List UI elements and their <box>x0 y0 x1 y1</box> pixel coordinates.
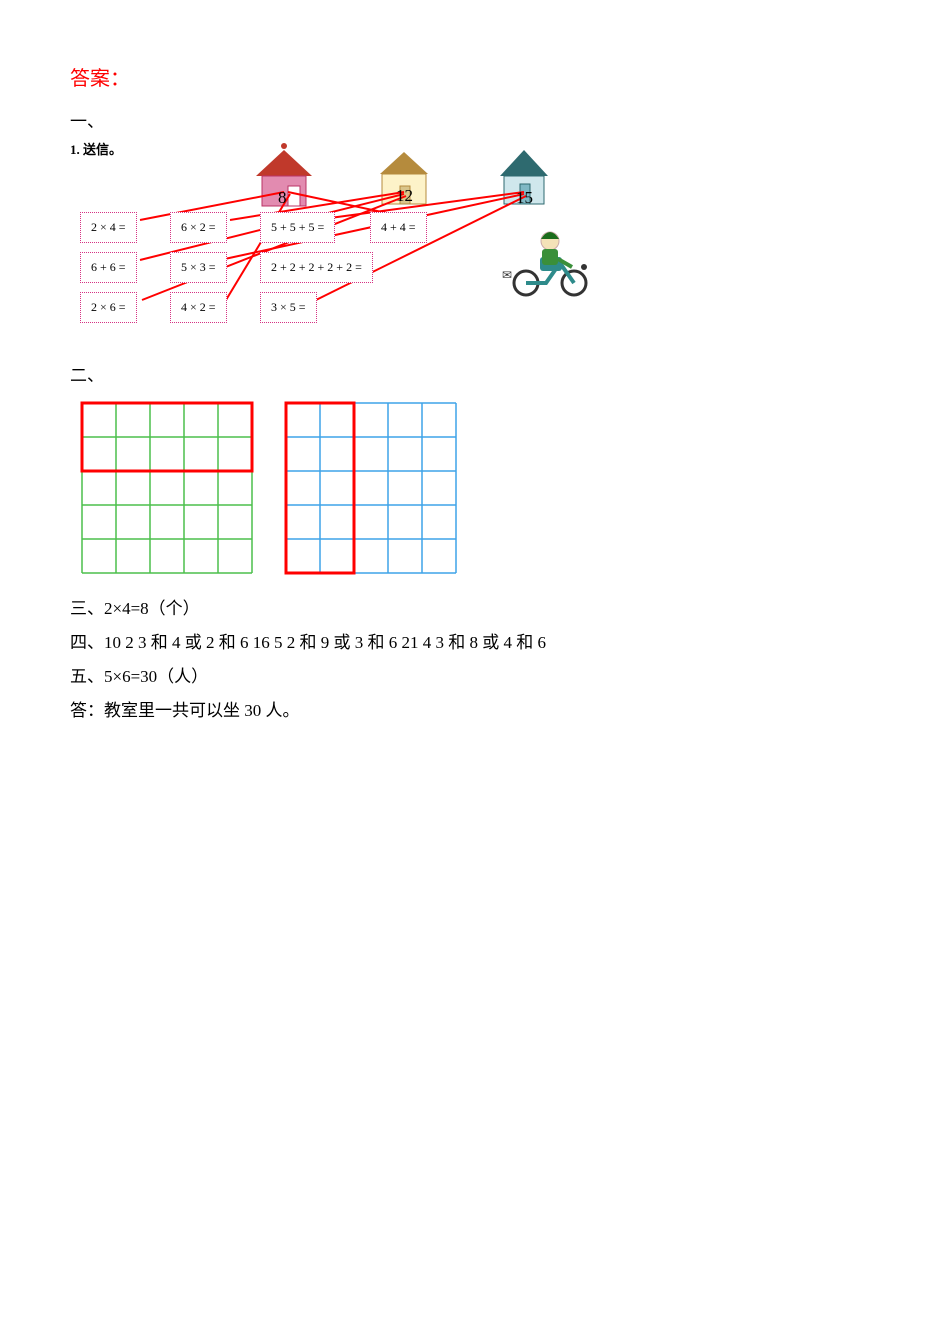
connection-lines <box>140 192 526 300</box>
expression-box: 3 × 5 = <box>260 292 317 323</box>
problem2-grids <box>80 401 880 575</box>
answer-5-label: 五、 <box>70 667 104 686</box>
answer-4-label: 四、 <box>70 633 104 652</box>
mailman-icon: ✉ <box>500 219 600 310</box>
answer-4: 四、10 2 3 和 4 或 2 和 6 16 5 2 和 9 或 3 和 6 … <box>70 627 880 659</box>
answer-5-expr: 5×6=30（人） <box>104 667 208 686</box>
answer-4-text: 10 2 3 和 4 或 2 和 6 16 5 2 和 9 或 3 和 6 21… <box>104 633 546 652</box>
section-1-label: 一、 <box>70 106 880 138</box>
answer-3: 三、2×4=8（个） <box>70 593 880 625</box>
house-8-num: 8 <box>278 182 287 214</box>
expression-box: 4 × 2 = <box>170 292 227 323</box>
final-answer: 答：教室里一共可以坐 30 人。 <box>70 695 880 727</box>
grid-a-svg <box>80 401 254 575</box>
section-2-label: 二、 <box>70 360 880 392</box>
answer-3-expr: 2×4=8（个） <box>104 599 200 618</box>
expression-box: 6 × 2 = <box>170 212 227 243</box>
grid-a <box>80 401 254 575</box>
expression-box: 5 × 3 = <box>170 252 227 283</box>
grid-b-svg <box>284 401 458 575</box>
expression-box: 6 + 6 = <box>80 252 137 283</box>
answer-3-label: 三、 <box>70 599 104 618</box>
answer-5: 五、5×6=30（人） <box>70 661 880 693</box>
expression-box: 2 × 6 = <box>80 292 137 323</box>
house-15-num: 15 <box>516 182 533 214</box>
expression-box: 2 × 4 = <box>80 212 137 243</box>
answer-title: 答案： <box>70 60 880 98</box>
svg-text:✉: ✉ <box>502 268 512 282</box>
expression-box: 5 + 5 + 5 = <box>260 212 335 243</box>
grid-b <box>284 401 458 575</box>
expression-box: 4 + 4 = <box>370 212 427 243</box>
problem1-diagram: 1. 送信。 8 12 15 2 × 4 =6 × 2 =5 + 5 + 5 =… <box>70 142 590 342</box>
expression-box: 2 + 2 + 2 + 2 + 2 = <box>260 252 373 283</box>
house-12-num: 12 <box>396 180 413 212</box>
